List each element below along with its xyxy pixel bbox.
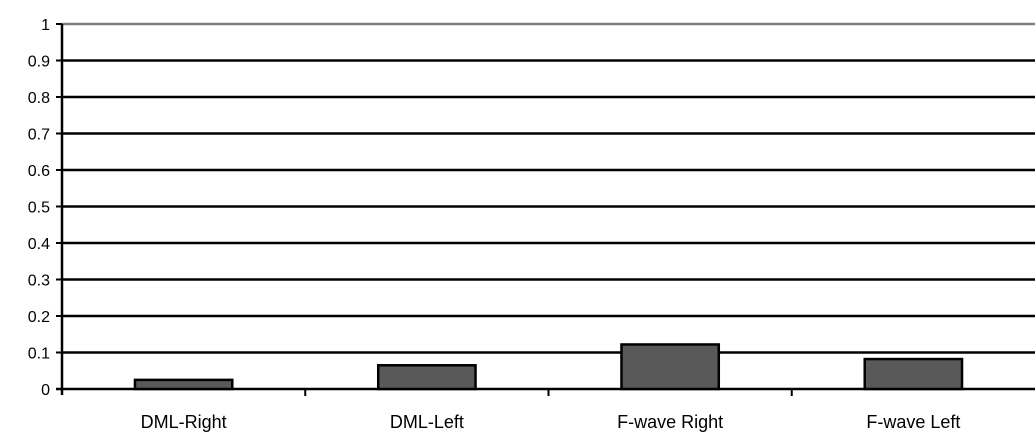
bar-f-wave-left xyxy=(863,357,964,391)
y-tick-label-8: 0.8 xyxy=(28,90,50,107)
x-tick-label-2: F-wave Right xyxy=(617,412,723,432)
y-tick-label-3: 0.3 xyxy=(28,273,50,290)
y-tick-label-2: 0.2 xyxy=(28,309,50,326)
x-tick-label-3: F-wave Left xyxy=(866,412,960,432)
y-tick-label-10: 1 xyxy=(41,17,50,34)
bar-dml-left xyxy=(376,364,477,391)
y-tick-label-5: 0.5 xyxy=(28,200,50,217)
bar-f-wave-right xyxy=(620,343,721,391)
y-tick-label-7: 0.7 xyxy=(28,127,50,144)
y-tick-label-1: 0.1 xyxy=(28,346,50,363)
y-tick-label-9: 0.9 xyxy=(28,54,50,71)
x-tick-label-0: DML-Right xyxy=(141,412,227,432)
y-tick-label-4: 0.4 xyxy=(28,236,50,253)
bar-dml-right xyxy=(133,378,234,391)
x-tick-label-1: DML-Left xyxy=(390,412,464,432)
y-tick-label-0: 0 xyxy=(41,382,50,399)
y-tick-label-6: 0.6 xyxy=(28,163,50,180)
